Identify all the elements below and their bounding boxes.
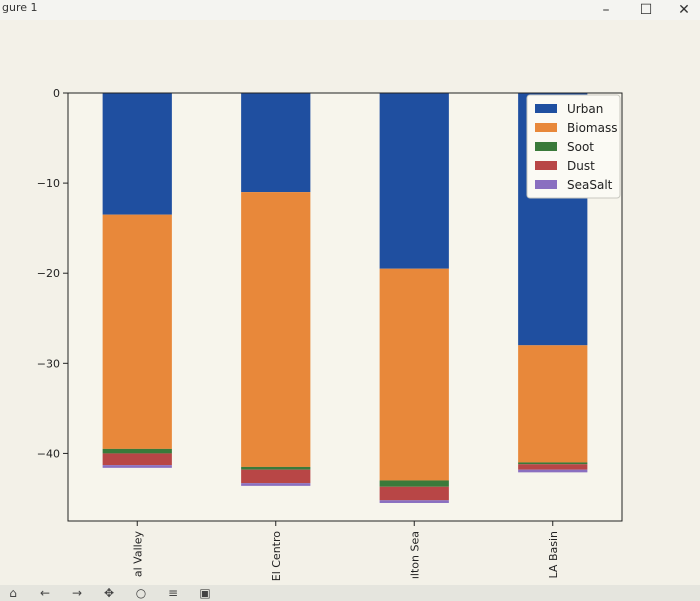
x-axis: al Valley El Centro ılton Sea LA Basin <box>131 521 560 581</box>
plot-frame <box>67 92 623 522</box>
x-tick-label: LA Basin <box>547 531 560 578</box>
close-button[interactable]: ✕ <box>678 2 690 18</box>
bar-biomass-2 <box>379 268 449 481</box>
bar-dust-2 <box>379 486 449 501</box>
legend-label-seasalt: SeaSalt <box>567 178 613 192</box>
bar-seasalt-3 <box>518 469 588 473</box>
bar-dust-1 <box>241 469 311 484</box>
bar-biomass-1 <box>241 192 311 467</box>
legend-swatch-urban <box>535 104 557 113</box>
y-tick-label: −40 <box>37 447 60 460</box>
bar-dust-3 <box>518 464 588 470</box>
x-tick-label: al Valley <box>131 531 144 578</box>
pan-icon[interactable]: ✥ <box>103 586 115 600</box>
y-tick-label: 0 <box>53 87 60 100</box>
minimize-button[interactable]: – <box>602 2 610 18</box>
bar-soot-2 <box>379 480 449 487</box>
bar-soot-1 <box>241 466 311 470</box>
legend-box <box>526 94 621 199</box>
configure-icon[interactable]: ≡ <box>167 586 179 600</box>
forward-icon[interactable]: → <box>71 586 83 600</box>
bar-biomass-0 <box>102 214 172 449</box>
back-icon[interactable]: ← <box>39 586 51 600</box>
legend-label-dust: Dust <box>567 159 595 173</box>
stacked-bar-chart: 0 −10 −20 −30 −40 al Valley El Centro ılton Se… <box>37 87 623 581</box>
x-tick-label: El Centro <box>270 531 283 582</box>
legend-swatch-biomass <box>535 123 557 132</box>
bar-dust-0 <box>102 453 172 466</box>
bar-seasalt-2 <box>379 500 449 503</box>
legend-label-biomass: Biomass <box>567 121 617 135</box>
legend-label-urban: Urban <box>567 102 603 116</box>
window-title: gure 1 <box>2 1 38 14</box>
y-tick-label: −30 <box>37 357 60 370</box>
bar-urban-1 <box>241 93 311 193</box>
zoom-icon[interactable]: ○ <box>135 586 147 600</box>
legend-swatch-soot <box>535 142 557 151</box>
y-axis: 0 −10 −20 −30 −40 <box>37 87 68 460</box>
bar-seasalt-0 <box>102 465 172 468</box>
legend: Urban Biomass Soot Dust SeaSalt <box>526 94 621 199</box>
bar-biomass-3 <box>518 345 588 463</box>
bar-soot-0 <box>102 448 172 454</box>
bar-soot-3 <box>518 462 588 465</box>
bar-seasalt-1 <box>241 483 311 486</box>
maximize-button[interactable]: ☐ <box>639 2 653 18</box>
y-tick-label: −10 <box>37 177 60 190</box>
bar-urban-0 <box>102 93 172 215</box>
y-tick-label: −20 <box>37 267 60 280</box>
figure-toolbar: ⌂ ← → ✥ ○ ≡ ▣ <box>0 585 700 601</box>
legend-swatch-seasalt <box>535 180 557 189</box>
save-icon[interactable]: ▣ <box>199 586 211 600</box>
legend-label-soot: Soot <box>567 140 594 154</box>
x-tick-label: ılton Sea <box>408 531 421 579</box>
bar-urban-2 <box>379 93 449 269</box>
home-icon[interactable]: ⌂ <box>9 586 17 600</box>
title-bar: gure 1 – ☐ ✕ <box>0 0 700 21</box>
legend-swatch-dust <box>535 161 557 170</box>
figure-canvas: 0 −10 −20 −30 −40 al Valley El Centro ılton Se… <box>0 20 700 585</box>
